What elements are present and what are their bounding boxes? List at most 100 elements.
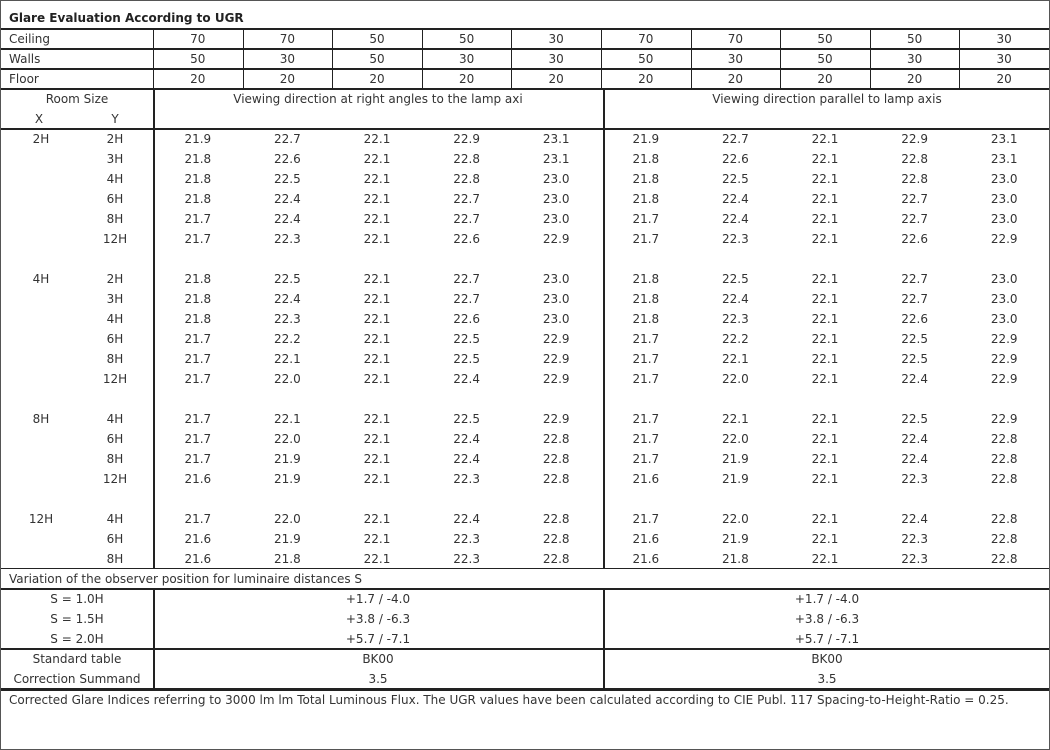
ugr-value: 21.7 (632, 452, 660, 466)
ugr-value: 22.8 (901, 172, 928, 186)
room-y: 4H (106, 412, 124, 426)
ugr-value: 22.1 (363, 452, 391, 466)
ugr-value: 22.1 (811, 552, 839, 566)
room-x: 8H (32, 412, 50, 426)
divider (243, 69, 244, 89)
room-y: 8H (106, 452, 124, 466)
ugr-value: 21.9 (722, 532, 749, 546)
ugr-value: 22.6 (901, 312, 928, 326)
ugr-value: 23.0 (542, 292, 570, 306)
reflectance-value: 20 (548, 72, 564, 86)
reflectance-value: 20 (369, 72, 385, 86)
ugr-value: 22.8 (990, 452, 1018, 466)
divider (601, 49, 602, 69)
reflectance-value: 50 (458, 32, 475, 46)
ugr-value: 21.8 (632, 272, 660, 286)
ugr-value: 22.1 (811, 432, 839, 446)
room-y: 4H (106, 172, 124, 186)
ugr-value: 22.0 (722, 372, 749, 386)
ugr-value: 22.5 (453, 412, 480, 426)
ugr-value: 21.9 (274, 532, 301, 546)
divider (511, 49, 512, 69)
reflectance-value: 20 (906, 72, 923, 86)
ugr-value: 22.5 (722, 272, 749, 286)
reflectance-value: 30 (548, 32, 564, 46)
ugr-value: 23.0 (542, 212, 570, 226)
room-y: 6H (106, 532, 124, 546)
ugr-value: 22.9 (542, 352, 570, 366)
ugr-value: 21.7 (632, 232, 660, 246)
table-title: Glare Evaluation According to UGR (9, 11, 244, 25)
divider (332, 69, 333, 89)
reflectance-value: 30 (996, 32, 1012, 46)
ugr-value: 22.4 (274, 192, 301, 206)
divider (243, 29, 244, 49)
ugr-value: 22.4 (453, 512, 480, 526)
ugr-value: 21.9 (184, 132, 212, 146)
divider (691, 29, 692, 49)
reflectance-value: 70 (727, 32, 744, 46)
divider (959, 29, 960, 49)
ugr-value: 22.1 (811, 172, 839, 186)
ugr-value: 21.9 (274, 472, 301, 486)
reflectance-value: 50 (906, 32, 923, 46)
divider (1, 88, 1049, 90)
divider (870, 69, 871, 89)
ugr-value: 22.9 (990, 412, 1018, 426)
variation-distance: S = 1.0H (50, 592, 104, 606)
ugr-value: 22.1 (363, 552, 391, 566)
ugr-value: 23.0 (990, 272, 1018, 286)
ugr-value: 23.0 (542, 192, 570, 206)
ugr-value: 22.4 (722, 292, 749, 306)
divider (780, 29, 781, 49)
ugr-value: 22.7 (901, 272, 928, 286)
ugr-value: 21.7 (632, 372, 660, 386)
ugr-value: 22.4 (901, 512, 928, 526)
variation-parallel: +1.7 / -4.0 (794, 592, 860, 606)
ugr-value: 21.6 (632, 532, 660, 546)
ugr-value: 22.4 (901, 452, 928, 466)
room-y: 4H (106, 512, 124, 526)
ugr-value: 22.1 (811, 512, 839, 526)
ugr-value: 22.1 (811, 352, 839, 366)
ugr-value: 22.9 (990, 332, 1018, 346)
divider (153, 89, 155, 569)
divider (153, 589, 155, 689)
ugr-value: 22.7 (453, 212, 480, 226)
ugr-value: 21.7 (184, 512, 212, 526)
ugr-value: 22.5 (901, 412, 928, 426)
ugr-value: 22.3 (453, 472, 480, 486)
room-y: 3H (106, 152, 124, 166)
ugr-value: 22.8 (990, 532, 1018, 546)
reflectance-value: 50 (638, 52, 654, 66)
room-y: 6H (106, 332, 124, 346)
ugr-value: 22.6 (453, 312, 480, 326)
ugr-value: 22.9 (453, 132, 480, 146)
ugr-value: 22.1 (363, 272, 391, 286)
divider (1, 568, 1049, 569)
ugr-value: 21.9 (632, 132, 660, 146)
ugr-value: 22.4 (453, 372, 480, 386)
room-x: 2H (32, 132, 50, 146)
ugr-value: 23.0 (990, 292, 1018, 306)
ugr-value: 21.7 (184, 332, 212, 346)
ugr-value: 21.7 (184, 212, 212, 226)
reflectance-value: 20 (458, 72, 475, 86)
room-y: 6H (106, 432, 124, 446)
ugr-value: 21.8 (184, 312, 212, 326)
divider (153, 69, 154, 89)
ugr-value: 22.1 (363, 132, 391, 146)
ugr-value: 22.9 (542, 332, 570, 346)
ugr-value: 21.7 (632, 432, 660, 446)
x-label: X (34, 112, 44, 126)
room-y: 12H (102, 472, 128, 486)
divider (332, 29, 333, 49)
ugr-value: 23.0 (990, 312, 1018, 326)
reflectance-label: Floor (9, 72, 39, 86)
divider (511, 29, 512, 49)
ugr-value: 22.4 (901, 372, 928, 386)
divider (511, 69, 512, 89)
divider (601, 69, 602, 89)
ugr-value: 22.9 (542, 372, 570, 386)
variation-distance: S = 2.0H (50, 632, 104, 646)
